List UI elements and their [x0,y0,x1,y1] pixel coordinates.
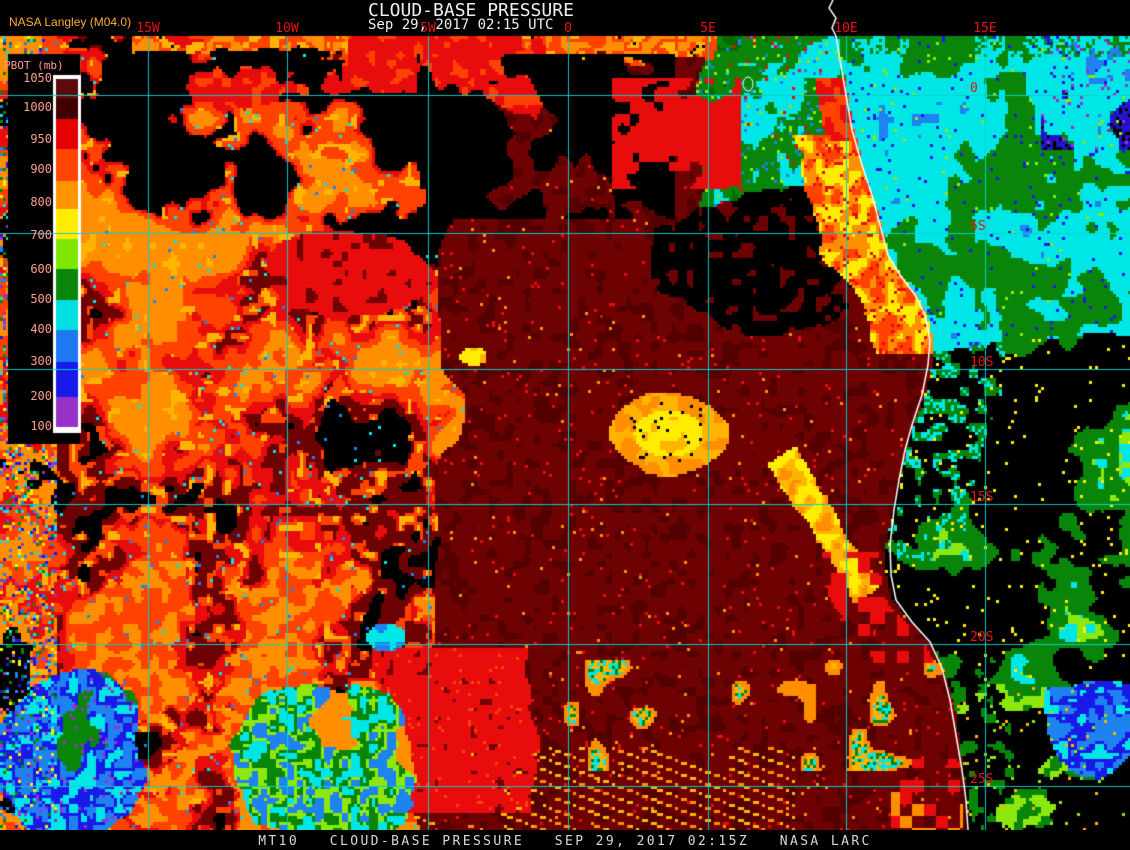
lat-label-0: 0 [970,81,978,96]
legend-tick-1000: 1000 [23,100,52,114]
lat-label-15s: 15S [970,490,994,505]
lon-label-15w: 15W [136,21,160,36]
lat-label-5s: 5S [970,219,986,234]
lon-label-10e: 10E [834,21,858,36]
legend-tick-500: 500 [30,292,52,306]
lon-label-10w: 10W [275,21,299,36]
legend-tick-700: 700 [30,228,52,242]
lat-label-25s: 25S [970,772,994,787]
legend-tick-300: 300 [30,354,52,368]
legend-tick-600: 600 [30,262,52,276]
status-bar: MT10 CLOUD-BASE PRESSURE SEP 29, 2017 02… [0,830,1130,850]
lat-label-10s: 10S [970,355,994,370]
legend-tick-100: 100 [30,419,52,433]
lat-label-20s: 20S [970,630,994,645]
product-title: CLOUD-BASE PRESSURE [368,0,574,21]
legend-tick-200: 200 [30,389,52,403]
legend-tick-800: 800 [30,195,52,209]
lon-label-5w: 5W [420,21,436,36]
legend-tick-900: 900 [30,162,52,176]
product-timestamp: Sep 29, 2017 02:15 UTC [368,17,554,33]
agency-credit: NASA Langley (M04.0) [9,15,132,29]
status-bar-text: MT10 CLOUD-BASE PRESSURE SEP 29, 2017 02… [258,834,872,849]
lon-label-0: 0 [564,21,572,36]
legend-tick-400: 400 [30,322,52,336]
lon-label-15e: 15E [973,21,997,36]
legend-tick-1050: 1050 [23,71,52,85]
legend-tick-950: 950 [30,132,52,146]
legend-title: PBOT (mb) [4,59,64,72]
lon-label-5e: 5E [700,21,716,36]
